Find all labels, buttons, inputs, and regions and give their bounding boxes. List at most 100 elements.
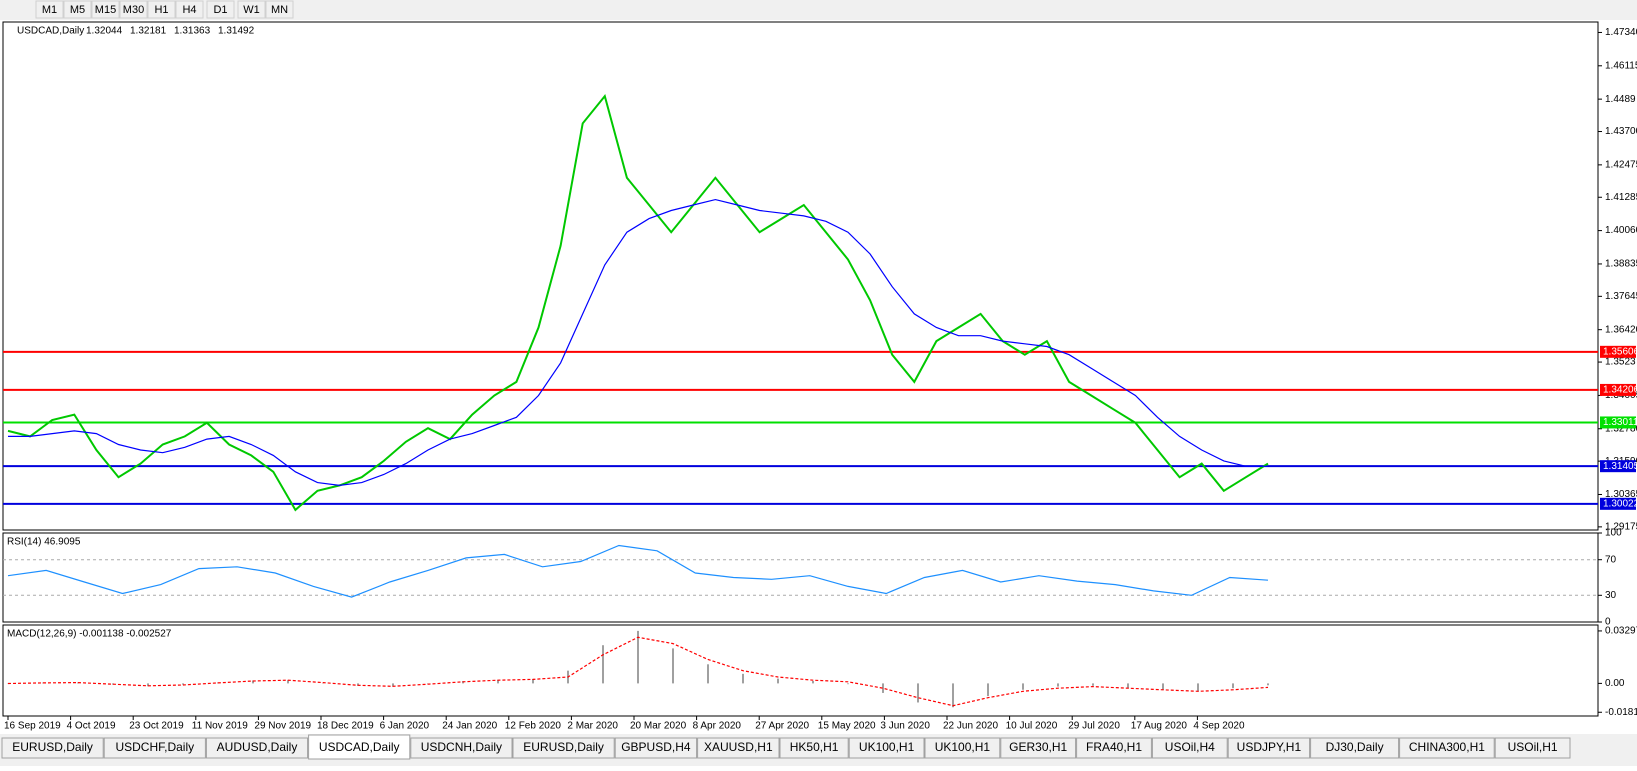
y-tick-label: -0.01815 bbox=[1605, 707, 1637, 718]
chart-tab-label[interactable]: EURUSD,Daily bbox=[523, 740, 604, 754]
series-line bbox=[7, 93, 1269, 512]
chart-tab[interactable] bbox=[1076, 737, 1152, 759]
timeframe-button[interactable] bbox=[35, 0, 64, 19]
level-label: 1.33011 bbox=[1603, 417, 1637, 428]
y-tick-label: 1.3523 bbox=[1605, 357, 1636, 368]
chart-tab-label[interactable]: CHINA300,H1 bbox=[1409, 740, 1485, 754]
y-tick-label: 1.41285 bbox=[1605, 192, 1637, 203]
ohlc-value: 1.31363 bbox=[174, 26, 211, 37]
level-tag bbox=[1600, 497, 1636, 510]
chart-tab[interactable] bbox=[410, 737, 513, 759]
level-label: 1.34206 bbox=[1603, 385, 1637, 396]
timeframe-button[interactable] bbox=[119, 0, 148, 19]
y-tick-label: 1.32780 bbox=[1605, 423, 1637, 434]
timeframe-button[interactable] bbox=[63, 0, 92, 19]
chart-tab-label[interactable]: UK100,H1 bbox=[935, 740, 991, 754]
chart-tab[interactable] bbox=[1, 737, 104, 759]
chart-tab[interactable] bbox=[924, 737, 1001, 759]
x-tick-label: 6 Jan 2020 bbox=[380, 721, 430, 732]
timeframe-label[interactable]: M15 bbox=[95, 4, 116, 16]
series-line bbox=[8, 198, 1268, 487]
chart-tab-label[interactable]: USDCNH,Daily bbox=[421, 740, 502, 754]
y-tick-label: 1.38835 bbox=[1605, 259, 1637, 270]
x-tick-label: 20 Mar 2020 bbox=[630, 721, 687, 732]
chart-tab[interactable] bbox=[697, 737, 780, 759]
chart-tab-label[interactable]: USDJPY,H1 bbox=[1237, 740, 1302, 754]
panel-title: USDCAD,Daily bbox=[17, 26, 84, 37]
chart-tab-label[interactable]: DJ30,Daily bbox=[1326, 740, 1384, 754]
x-tick-label: 10 Jul 2020 bbox=[1006, 721, 1058, 732]
level-tag bbox=[1600, 416, 1636, 429]
x-tick-label: 2 Mar 2020 bbox=[567, 721, 618, 732]
chart-tab-label[interactable]: XAUUSD,H1 bbox=[704, 740, 773, 754]
timeframe-button[interactable] bbox=[265, 0, 294, 19]
chart-tab-label[interactable]: UK100,H1 bbox=[859, 740, 915, 754]
panel bbox=[2, 21, 1599, 531]
x-tick-label: 17 Aug 2020 bbox=[1131, 721, 1188, 732]
level-label: 1.31405 bbox=[1603, 461, 1637, 472]
timeframe-button[interactable] bbox=[147, 0, 176, 19]
x-tick-label: 22 Jun 2020 bbox=[943, 721, 998, 732]
timeframe-label[interactable]: MN bbox=[271, 4, 288, 16]
level-tag bbox=[1600, 460, 1636, 473]
toolbar bbox=[0, 0, 1637, 20]
timeframe-button[interactable] bbox=[175, 0, 204, 19]
chart-tab[interactable] bbox=[848, 737, 925, 759]
timeframe-label[interactable]: H4 bbox=[182, 4, 196, 16]
chart-tab-label[interactable]: FRA40,H1 bbox=[1086, 740, 1142, 754]
x-tick-label: 29 Nov 2019 bbox=[254, 721, 311, 732]
x-tick-label: 8 Apr 2020 bbox=[693, 721, 742, 732]
y-tick-label: 0 bbox=[1605, 617, 1611, 628]
chart-tab[interactable] bbox=[614, 737, 698, 759]
chart-tab[interactable] bbox=[779, 737, 849, 759]
series-line bbox=[7, 544, 1269, 598]
chart-tab-label[interactable]: GER30,H1 bbox=[1009, 740, 1067, 754]
chart-tab-label[interactable]: USDCAD,Daily bbox=[319, 740, 400, 754]
timeframe-label[interactable]: M5 bbox=[70, 4, 85, 16]
x-tick-label: 27 Apr 2020 bbox=[755, 721, 809, 732]
ohlc-value: 1.32044 bbox=[86, 26, 123, 37]
chart-tab[interactable] bbox=[205, 737, 309, 759]
chart-tab-label[interactable]: USOil,H4 bbox=[1165, 740, 1215, 754]
y-tick-label: 1.4489 bbox=[1605, 94, 1636, 105]
y-tick-label: 1.43700 bbox=[1605, 126, 1637, 137]
chart-tab[interactable] bbox=[1151, 737, 1228, 759]
timeframe-label[interactable]: H1 bbox=[154, 4, 168, 16]
timeframe-button[interactable] bbox=[91, 0, 120, 19]
chart-tab[interactable] bbox=[1310, 737, 1400, 759]
timeframe-label[interactable]: D1 bbox=[213, 4, 227, 16]
chart-tab-label[interactable]: EURUSD,Daily bbox=[12, 740, 93, 754]
x-tick-label: 3 Jun 2020 bbox=[880, 721, 930, 732]
timeframe-label[interactable]: M1 bbox=[42, 4, 57, 16]
timeframe-label[interactable]: M30 bbox=[123, 4, 144, 16]
panel bbox=[2, 532, 1599, 623]
chart-tab-label[interactable]: AUDUSD,Daily bbox=[217, 740, 298, 754]
y-tick-label: 1.42475 bbox=[1605, 160, 1637, 171]
timeframe-button[interactable] bbox=[206, 0, 235, 19]
y-tick-label: 0.00 bbox=[1605, 678, 1625, 689]
chart-tab-label[interactable]: USDCHF,Daily bbox=[115, 740, 194, 754]
chart-tab[interactable] bbox=[512, 737, 615, 759]
y-tick-label: 1.30365 bbox=[1605, 489, 1637, 500]
chart-tab[interactable] bbox=[308, 734, 411, 760]
chart-tab-label[interactable]: HK50,H1 bbox=[790, 740, 839, 754]
chart-tab[interactable] bbox=[1399, 737, 1495, 759]
chart-tab-label[interactable]: GBPUSD,H4 bbox=[621, 740, 691, 754]
y-tick-label: 1.36420 bbox=[1605, 324, 1637, 335]
chart-tab[interactable] bbox=[1494, 737, 1571, 759]
x-tick-label: 24 Jan 2020 bbox=[442, 721, 497, 732]
x-tick-label: 16 Sep 2019 bbox=[4, 721, 61, 732]
y-tick-label: 1.40060 bbox=[1605, 225, 1637, 236]
chart-tab[interactable] bbox=[1000, 737, 1077, 759]
level-tag bbox=[1600, 345, 1636, 358]
chart-tab-label[interactable]: USOil,H1 bbox=[1508, 740, 1558, 754]
chart-tab[interactable] bbox=[103, 737, 206, 759]
y-tick-label: 100 bbox=[1605, 528, 1622, 539]
chart-tab[interactable] bbox=[1227, 737, 1311, 759]
y-tick-label: 1.29175 bbox=[1605, 522, 1637, 533]
timeframe-button[interactable] bbox=[237, 0, 266, 19]
timeframe-label[interactable]: W1 bbox=[243, 4, 260, 16]
x-tick-label: 29 Jul 2020 bbox=[1068, 721, 1120, 732]
